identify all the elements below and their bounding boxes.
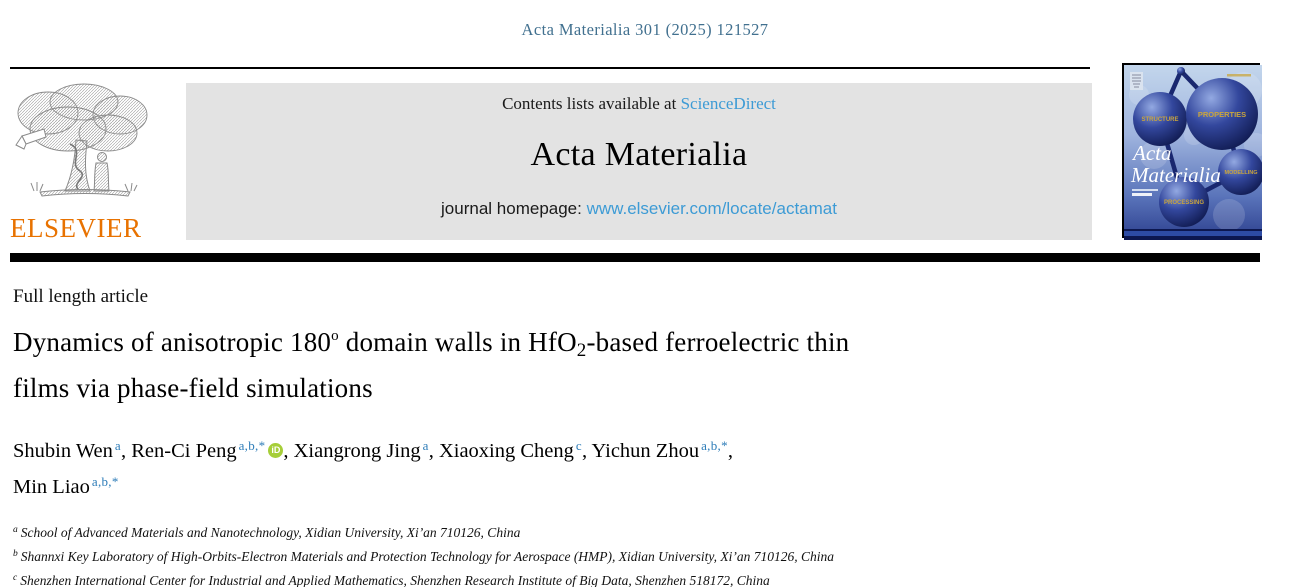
journal-citation: Acta Materialia 301 (2025) 121527 xyxy=(521,20,769,39)
cover-label-modelling: MODELLING xyxy=(1225,170,1258,176)
author: Shubin Wen a, xyxy=(13,438,132,462)
sciencedirect-link[interactable]: ScienceDirect xyxy=(680,94,776,113)
cover-sphere-structure xyxy=(1133,92,1187,146)
title-part-2: domain walls in HfO xyxy=(338,327,577,357)
author-affil-superscript: a xyxy=(422,438,429,453)
cover-label-processing: PROCESSING xyxy=(1164,200,1204,206)
author: Xiangrong Jing a, xyxy=(293,438,439,462)
author-name: Min Liao xyxy=(13,476,90,498)
author: Xiaoxing Cheng c, xyxy=(438,438,592,462)
cover-title-line2: Materialia xyxy=(1130,163,1221,187)
title-part-1: Dynamics of anisotropic 180 xyxy=(13,327,332,357)
cover-issue-mark xyxy=(1227,74,1251,77)
affiliation-row: c Shenzhen International Center for Indus… xyxy=(13,570,1268,587)
article-head: Full length article Dynamics of anisotro… xyxy=(13,286,1268,587)
author-separator: , xyxy=(581,440,592,462)
affiliation-row: a School of Advanced Materials and Nanote… xyxy=(13,522,1268,546)
author-separator: , xyxy=(428,440,439,462)
journal-banner: Contents lists available at ScienceDirec… xyxy=(186,83,1092,240)
cover-mini-elsevier-mark xyxy=(1130,72,1143,90)
author-list: Shubin Wen a, Ren-Ci Peng a,b,* iD, Xiangro… xyxy=(13,434,1268,506)
cover-title-line1: Acta xyxy=(1131,141,1171,165)
affiliation-list: a School of Advanced Materials and Nanote… xyxy=(13,522,1268,587)
author: Yichun Zhou a,b,*, xyxy=(591,438,733,462)
affiliation-text: Shannxi Key Laboratory of High-Orbits-El… xyxy=(20,549,835,564)
author-separator: , xyxy=(727,440,733,462)
author-name: Shubin Wen xyxy=(13,440,113,462)
affiliation-row: b Shannxi Key Laboratory of High-Orbits-E… xyxy=(13,546,1268,570)
affiliation-superscript: b xyxy=(13,549,18,559)
author-affil-superscript: c xyxy=(575,438,582,453)
cover-label-structure: STRUCTURE xyxy=(1142,117,1179,123)
author-name: Ren-Ci Peng xyxy=(131,440,237,462)
elsevier-tree-icon xyxy=(10,83,160,214)
article-type-label: Full length article xyxy=(13,286,149,307)
elsevier-logo[interactable]: ELSEVIER xyxy=(10,80,162,242)
header-top-rule xyxy=(10,67,1090,69)
header-bottom-rule xyxy=(10,253,1260,262)
affiliation-superscript: a xyxy=(13,525,18,535)
contents-line: Contents lists available at ScienceDirec… xyxy=(186,83,1092,114)
author-separator: , xyxy=(283,440,294,462)
homepage-line: journal homepage: www.elsevier.com/locat… xyxy=(186,199,1092,219)
cover-sphere-properties xyxy=(1186,78,1258,150)
homepage-prefix: journal homepage: xyxy=(441,199,587,218)
cover-node-small xyxy=(1177,67,1185,75)
elsevier-logo-text: ELSEVIER xyxy=(10,213,142,243)
author-affil-superscript: a xyxy=(114,438,121,453)
author-affil-superscript: a,b,* xyxy=(701,438,728,453)
title-part-3: -based ferroelectric thin xyxy=(586,327,850,357)
cover-sciencedirect-mark xyxy=(1132,189,1158,196)
journal-cover[interactable]: STRUCTURE PROPERTIES MODELLING PROCESSIN… xyxy=(1122,63,1262,240)
journal-title: Acta Materialia xyxy=(530,136,748,173)
cover-sphere-processing xyxy=(1159,177,1209,227)
author-affil-superscript: a,b,* xyxy=(238,438,266,453)
article-title: Dynamics of anisotropic 180o domain wall… xyxy=(13,322,1268,409)
cover-sphere-modelling xyxy=(1218,149,1262,195)
contents-prefix: Contents lists available at xyxy=(502,94,681,113)
author: Min Liao a,b,* xyxy=(13,474,119,498)
title-part-4: films via phase-field simulations xyxy=(13,373,373,403)
affiliation-superscript: c xyxy=(13,573,18,583)
orcid-icon[interactable]: iD xyxy=(268,443,284,458)
author: Ren-Ci Peng a,b,* iD, xyxy=(131,438,294,462)
author-affil-superscript: a,b,* xyxy=(91,474,119,489)
affiliation-text: Shenzhen International Center for Indust… xyxy=(20,573,770,587)
title-subscript: 2 xyxy=(576,340,587,361)
author-separator: , xyxy=(121,440,132,462)
title-superscript: o xyxy=(331,328,339,344)
author-name: Yichun Zhou xyxy=(591,440,700,462)
cover-bottom-bar-inner xyxy=(1124,231,1262,236)
homepage-link[interactable]: www.elsevier.com/locate/actamat xyxy=(586,199,837,218)
author-name: Xiaoxing Cheng xyxy=(438,440,574,462)
affiliation-text: School of Advanced Materials and Nanotec… xyxy=(20,525,521,540)
cover-label-properties: PROPERTIES xyxy=(1198,110,1246,119)
author-name: Xiangrong Jing xyxy=(293,440,421,462)
